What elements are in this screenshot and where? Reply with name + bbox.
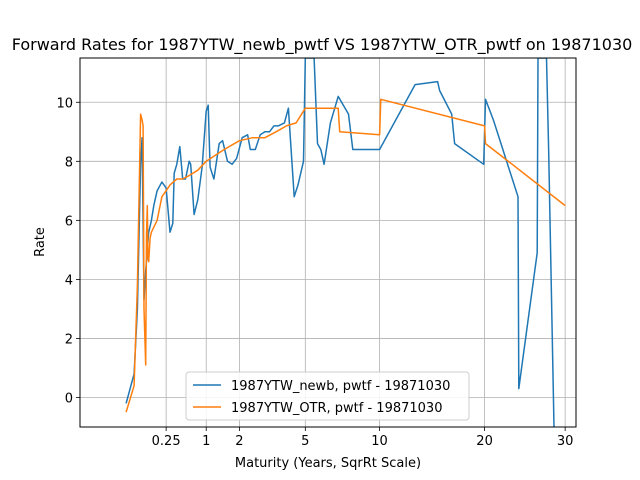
x-tick-label: 2 [235, 434, 243, 449]
x-tick-label: 5 [301, 434, 309, 449]
y-tick-label: 6 [65, 214, 73, 229]
y-tick-label: 0 [65, 391, 73, 406]
plot-lines [125, 58, 566, 427]
legend-box [185, 371, 470, 421]
plot-area-frame [79, 57, 577, 428]
legend-label-newb: 1987YTW_newb, pwtf - 19871030 [231, 379, 450, 394]
axis-ticks: 0.25 1 2 5 10 20 30 0 2 4 6 8 10 [56, 96, 573, 449]
series-line-newb [125, 58, 555, 427]
y-tick-label: 10 [56, 96, 73, 111]
x-tick-label: 0.25 [152, 434, 181, 449]
x-tick-label: 1 [202, 434, 210, 449]
x-tick-label: 20 [476, 434, 493, 449]
x-tick-label: 30 [557, 434, 574, 449]
y-axis-label: Rate [33, 227, 48, 257]
x-axis-label: Maturity (Years, SqrRt Scale) [235, 456, 421, 471]
series-line-otr [125, 98, 566, 413]
y-tick-label: 2 [65, 332, 73, 347]
y-tick-label: 8 [65, 155, 73, 170]
x-tick-label: 10 [371, 434, 388, 449]
legend-label-otr: 1987YTW_OTR, pwtf - 19871030 [231, 401, 442, 416]
y-tick-label: 4 [65, 273, 73, 288]
legend: 1987YTW_newb, pwtf - 19871030 1987YTW_OT… [185, 371, 470, 421]
chart-title: Forward Rates for 1987YTW_newb_pwtf VS 1… [12, 35, 633, 55]
